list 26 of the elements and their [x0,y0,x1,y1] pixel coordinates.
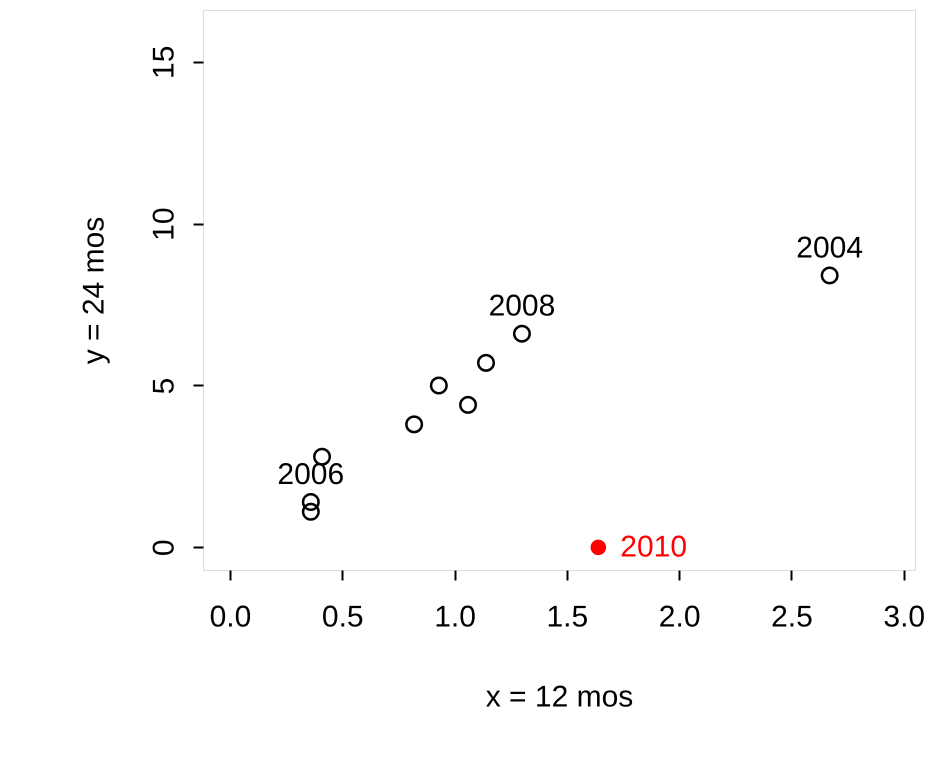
point [590,540,606,556]
point [459,396,478,414]
x-tick-label: 1.0 [434,600,476,634]
y-tick-label: 5 [148,378,180,394]
annotation: 2008 [488,290,556,323]
point [512,324,531,343]
x-tick-label: 2.0 [658,600,701,634]
y-tick-label: 0 [148,539,180,556]
x-tick-label: 2.5 [771,600,813,634]
point [405,415,424,434]
y-tick-label: 15 [148,46,180,79]
point [477,354,495,372]
x-axis-title: x = 12 mos [486,680,634,714]
x-tick-label: 3.0 [883,600,926,634]
x-tick-label: 0.5 [322,600,364,634]
annotation: 2010 [620,530,688,564]
point [430,376,448,394]
annotation: 2004 [796,231,864,264]
y-tick-label: 10 [148,207,180,241]
point [302,502,320,521]
point [820,266,839,284]
x-tick-label: 1.5 [546,600,588,634]
point [302,493,320,512]
x-tick-label: 0.0 [210,600,252,634]
y-axis-title: y = 24 mos [78,216,110,364]
annotation: 2006 [277,458,344,492]
